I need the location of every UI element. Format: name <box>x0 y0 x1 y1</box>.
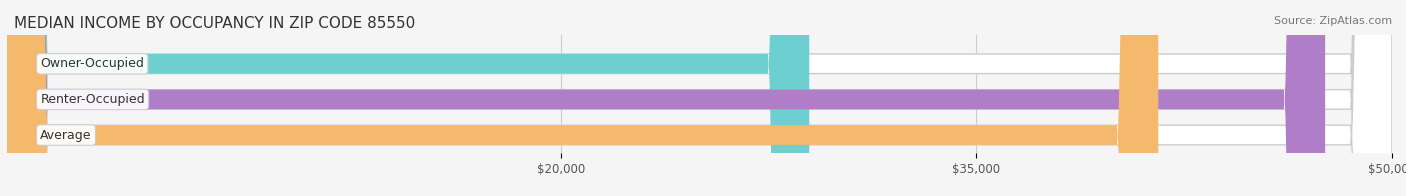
Text: Owner-Occupied: Owner-Occupied <box>41 57 145 70</box>
Text: Source: ZipAtlas.com: Source: ZipAtlas.com <box>1274 16 1392 26</box>
Text: Average: Average <box>41 129 91 142</box>
Text: $47,589: $47,589 <box>1336 93 1388 106</box>
FancyBboxPatch shape <box>7 0 1392 196</box>
Text: $41,563: $41,563 <box>1170 129 1220 142</box>
FancyBboxPatch shape <box>7 0 1392 196</box>
FancyBboxPatch shape <box>7 0 810 196</box>
Text: MEDIAN INCOME BY OCCUPANCY IN ZIP CODE 85550: MEDIAN INCOME BY OCCUPANCY IN ZIP CODE 8… <box>14 16 415 31</box>
Text: $28,963: $28,963 <box>820 57 872 70</box>
Text: Renter-Occupied: Renter-Occupied <box>41 93 145 106</box>
FancyBboxPatch shape <box>7 0 1326 196</box>
FancyBboxPatch shape <box>7 0 1392 196</box>
FancyBboxPatch shape <box>7 0 1159 196</box>
